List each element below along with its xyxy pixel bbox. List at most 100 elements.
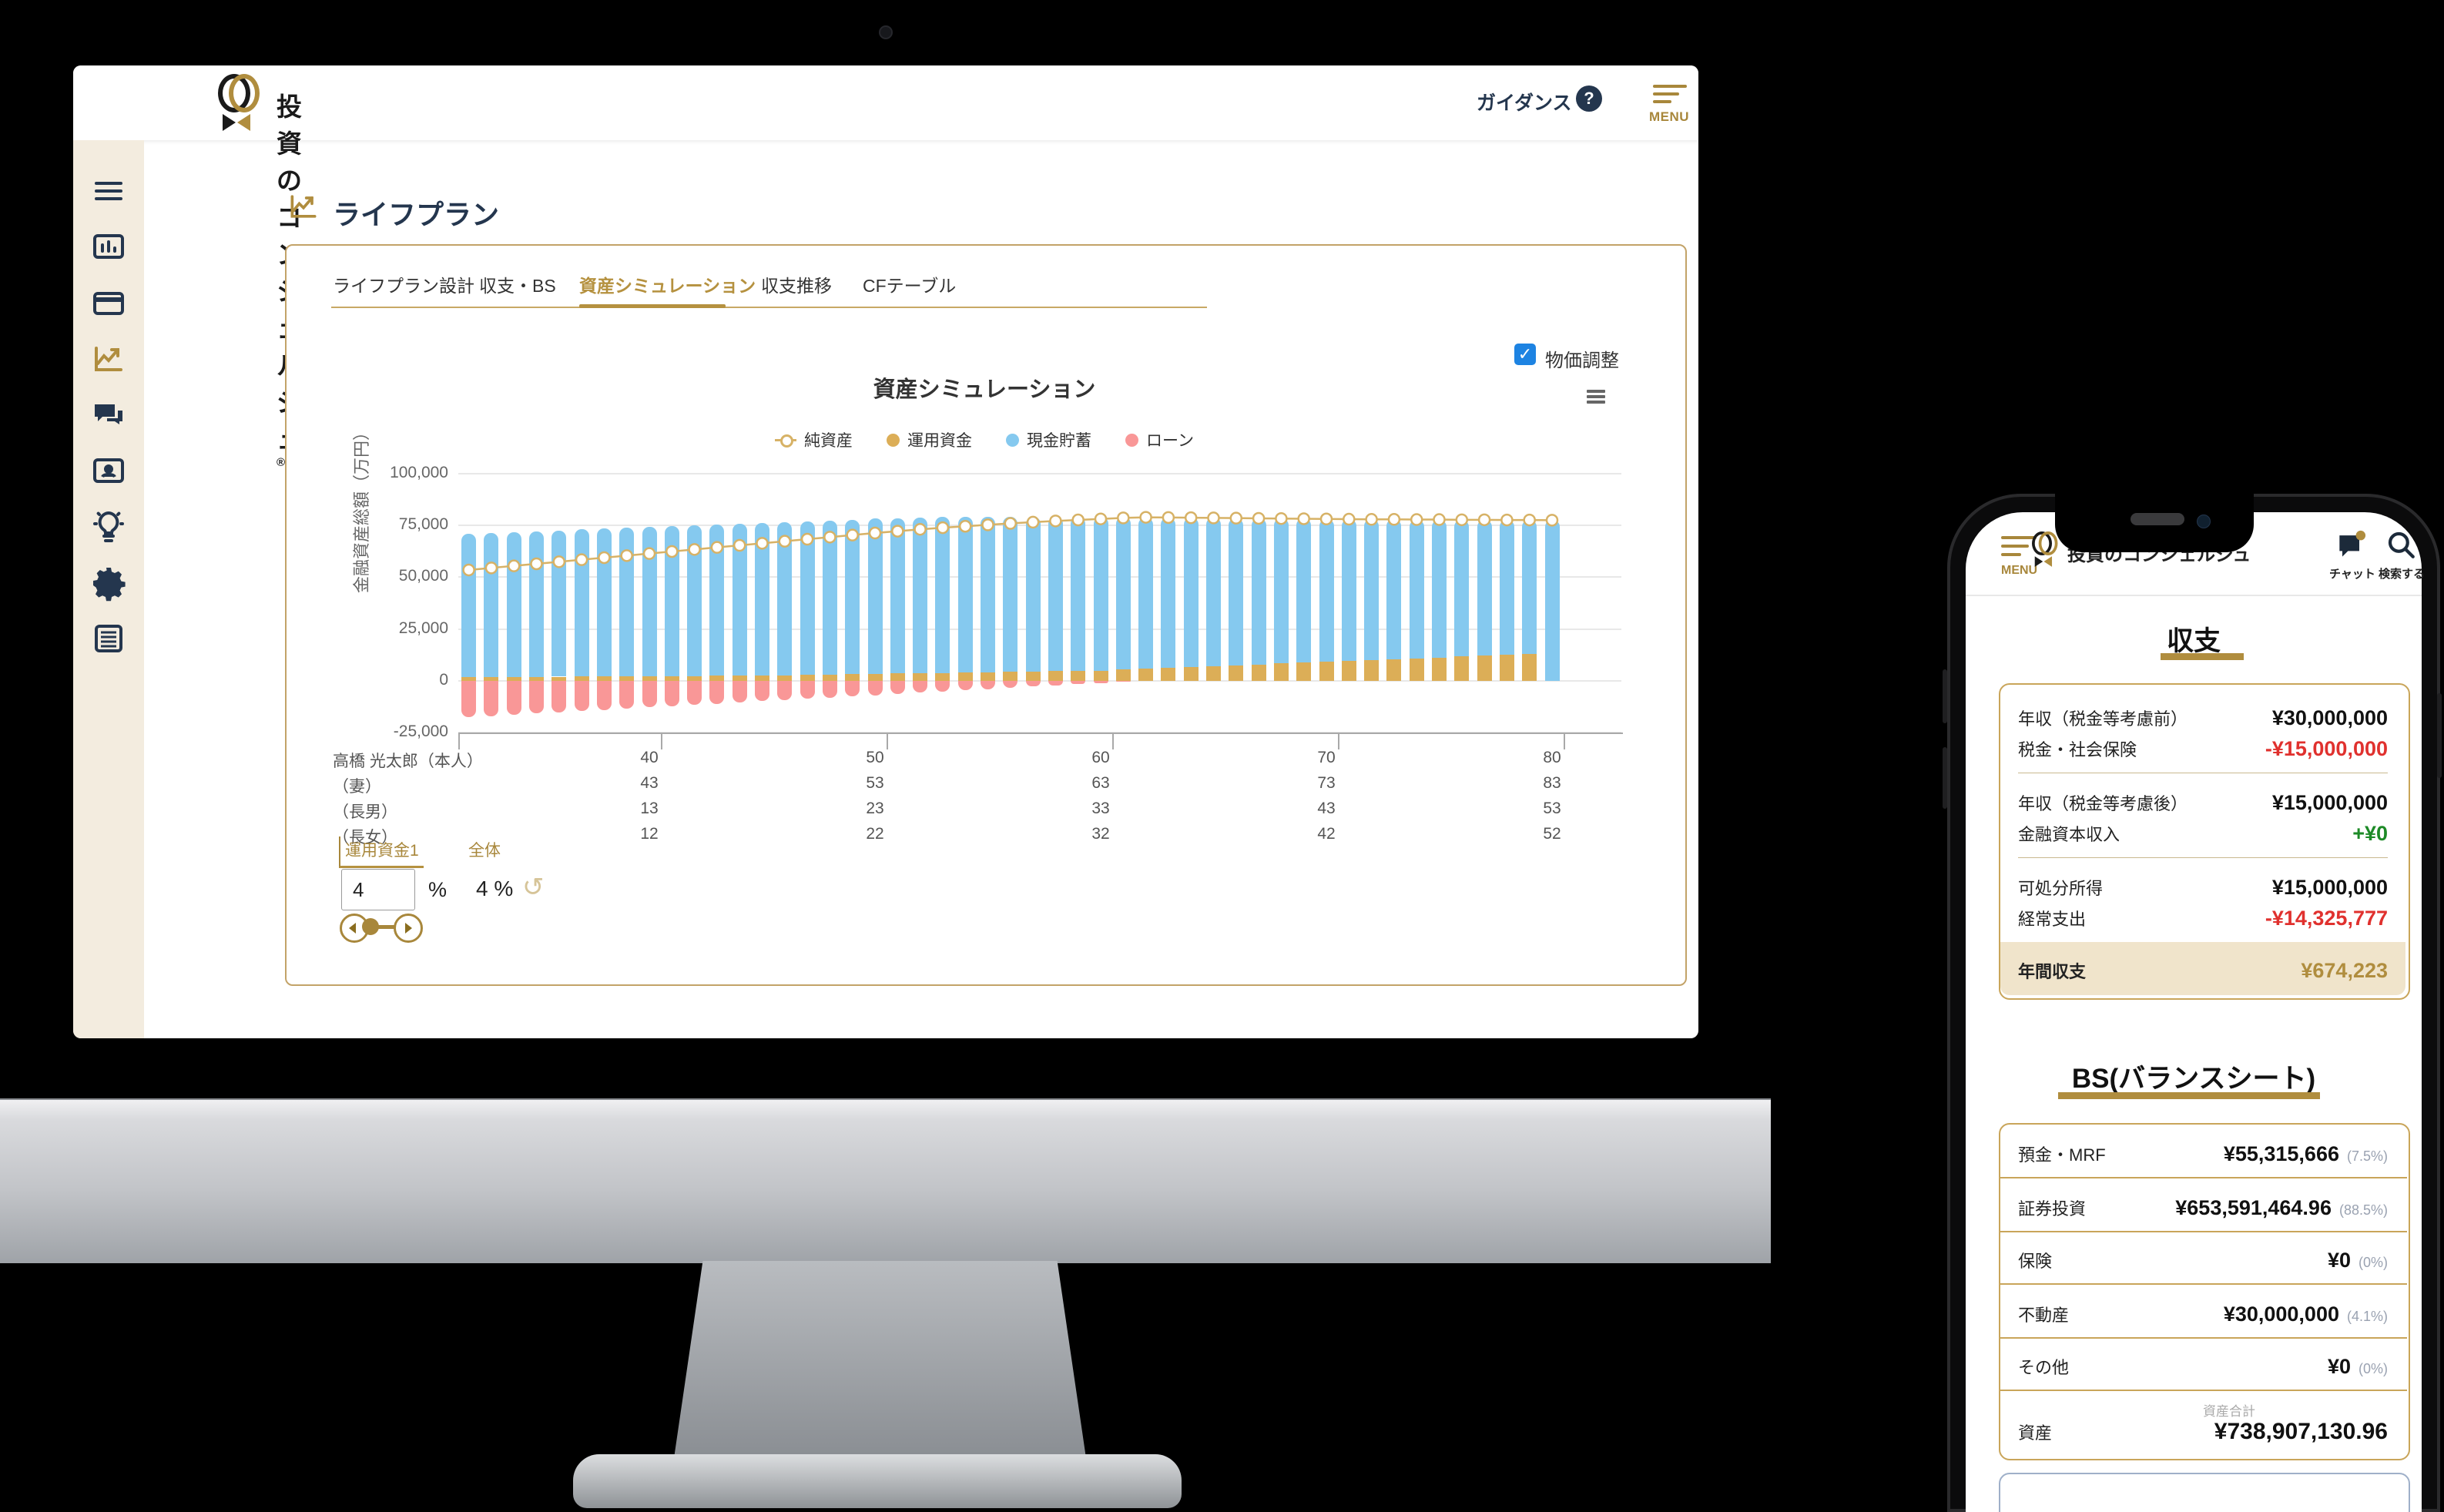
bs-title-underline	[2058, 1092, 2320, 1099]
registered-mark: ®	[277, 456, 287, 469]
slider-increment-button[interactable]	[394, 914, 423, 943]
income-row: 年収（税金等考慮後） ¥15,000,000	[2018, 791, 2388, 814]
monitor-chin	[0, 1098, 1771, 1263]
page-title: ライフプラン	[333, 199, 500, 230]
legend-label: 運用資金	[907, 432, 973, 450]
annual-balance-row: 年間収支 ¥674,223	[2018, 959, 2388, 982]
income-title-underline	[2161, 653, 2244, 660]
income-row: 年収（税金等考慮前） ¥30,000,000	[2018, 706, 2388, 729]
legend-label: ローン	[1146, 432, 1194, 450]
bs-section-title: BS(バランスシート)	[2071, 1064, 2316, 1094]
slider-handle[interactable]	[362, 918, 379, 935]
page-title-icon	[287, 189, 320, 223]
legend-label: 現金貯蓄	[1027, 432, 1092, 450]
menu-label: MENU	[1649, 109, 1690, 124]
tab-cf-table[interactable]: CFテーブル	[863, 276, 957, 296]
logo-triangle-gold-icon	[237, 114, 250, 131]
sidebar-dashboard-icon[interactable]	[90, 228, 127, 265]
phone-search-button[interactable]: 検索する	[2379, 528, 2439, 582]
fund-rate-tab[interactable]: 運用資金1	[339, 836, 424, 868]
bs-row: その他 ¥0 (0%)	[2018, 1355, 2388, 1378]
phone-chat-label: チャット	[2329, 568, 2375, 581]
bs-row: 預金・MRF ¥55,315,666 (7.5%)	[2018, 1142, 2388, 1165]
menu-button[interactable]: MENU	[1647, 82, 1693, 128]
tab-income-transition[interactable]: 収支推移	[761, 276, 832, 296]
family-row-label-wife: （妻）	[333, 778, 381, 796]
bs-row: 保険 ¥0 (0%)	[2018, 1249, 2388, 1272]
chart-context-menu-icon[interactable]	[1587, 387, 1605, 406]
phone-header-divider	[1966, 595, 2422, 596]
sidebar-card-icon[interactable]	[90, 284, 127, 321]
bs-divider	[1999, 1283, 2407, 1285]
bs-divider	[1999, 1390, 2407, 1391]
overall-rate-tab[interactable]: 全体	[468, 842, 501, 860]
chart-legend: 純資産 運用資金 現金貯蓄 ローン	[285, 428, 1684, 451]
monitor-stand-neck	[674, 1261, 1086, 1458]
tab-lifeplan-design[interactable]: ライフプラン設計	[333, 276, 474, 296]
annual-balance-highlight	[2000, 942, 2405, 995]
income-section-title: 収支	[2166, 626, 2221, 656]
sidebar-document-icon[interactable]	[90, 620, 127, 657]
simulation-panel	[285, 244, 1687, 986]
tab-income-bs[interactable]: 収支・BS	[479, 276, 556, 296]
brand-logo-mark	[218, 74, 263, 131]
sidebar-idea-icon[interactable]	[90, 508, 127, 545]
undo-icon[interactable]: ↺	[522, 873, 545, 902]
sidebar-hamburger-icon[interactable]	[90, 173, 127, 210]
income-row: 可処分所得 ¥15,000,000	[2018, 876, 2388, 899]
chat-icon	[2339, 530, 2366, 557]
rate-percent-sign: %	[428, 878, 448, 901]
rate-input[interactable]	[341, 869, 415, 910]
legend-item[interactable]: 現金貯蓄	[1006, 428, 1091, 451]
bs-total-row: 資産 ¥738,907,130.96	[2018, 1419, 2388, 1444]
guidance-link[interactable]: ガイダンス	[1477, 92, 1572, 114]
help-icon[interactable]: ?	[1576, 85, 1602, 112]
price-adjust-checkbox[interactable]: ✓	[1514, 344, 1536, 365]
bs-card	[1999, 1123, 2410, 1460]
family-row-label-son: （長男）	[333, 803, 397, 821]
phone-next-card	[1999, 1473, 2410, 1512]
legend-marker-icon	[775, 434, 797, 448]
income-row: 金融資本収入 +¥0	[2018, 822, 2388, 845]
sidebar-lifeplan-icon[interactable]	[90, 340, 127, 377]
legend-label: 純資産	[804, 432, 853, 450]
phone-menu-button[interactable]: MENU	[2001, 535, 2047, 581]
family-row-label-self: 高橋 光太郎（本人）	[333, 753, 483, 770]
phone-menu-label: MENU	[2001, 564, 2038, 577]
bs-divider	[1999, 1177, 2407, 1178]
phone-camera	[2197, 515, 2211, 528]
income-divider	[2018, 857, 2388, 858]
y-axis-title: 金融資産総額（万円）	[352, 423, 371, 593]
legend-item[interactable]: 純資産	[775, 428, 853, 451]
price-adjust-label: 物価調整	[1545, 350, 1619, 371]
family-row-label-daughter: （長女）	[333, 829, 397, 847]
income-row: 税金・社会保険 -¥15,000,000	[2018, 737, 2388, 760]
phone-power-button	[2437, 693, 2442, 778]
tab-asset-simulation[interactable]: 資産シミュレーション	[579, 276, 756, 296]
legend-item[interactable]: 運用資金	[887, 428, 972, 451]
bs-divider	[1999, 1337, 2407, 1339]
legend-marker-icon	[1125, 433, 1139, 447]
legend-item[interactable]: ローン	[1125, 428, 1194, 451]
monitor-webcam	[879, 25, 893, 39]
income-row: 経常支出 -¥14,325,777	[2018, 907, 2388, 930]
phone-search-label: 検索する	[2379, 568, 2426, 581]
menu-icon	[1653, 85, 1687, 88]
sidebar-chat-icon[interactable]	[90, 397, 127, 434]
logo-ring-gold-icon	[229, 74, 260, 112]
phone-volume-up-button	[1943, 669, 1947, 723]
phone-chat-button[interactable]: チャット	[2329, 528, 2380, 582]
tab-underline	[331, 307, 1207, 308]
sidebar-contact-icon[interactable]	[90, 452, 127, 489]
bs-divider	[1999, 1231, 2407, 1232]
slider-track[interactable]	[374, 925, 405, 929]
bs-row: 不動産 ¥30,000,000 (4.1%)	[2018, 1302, 2388, 1326]
phone-volume-down-button	[1943, 747, 1947, 809]
monitor-stand-base	[573, 1454, 1182, 1508]
tab-active-underline	[579, 304, 726, 308]
sidebar-settings-icon[interactable]	[90, 565, 127, 602]
logo-triangle-dark-icon	[223, 114, 236, 131]
bs-row: 証券投資 ¥653,591,464.96 (88.5%)	[2018, 1196, 2388, 1219]
app-header	[73, 65, 1698, 140]
